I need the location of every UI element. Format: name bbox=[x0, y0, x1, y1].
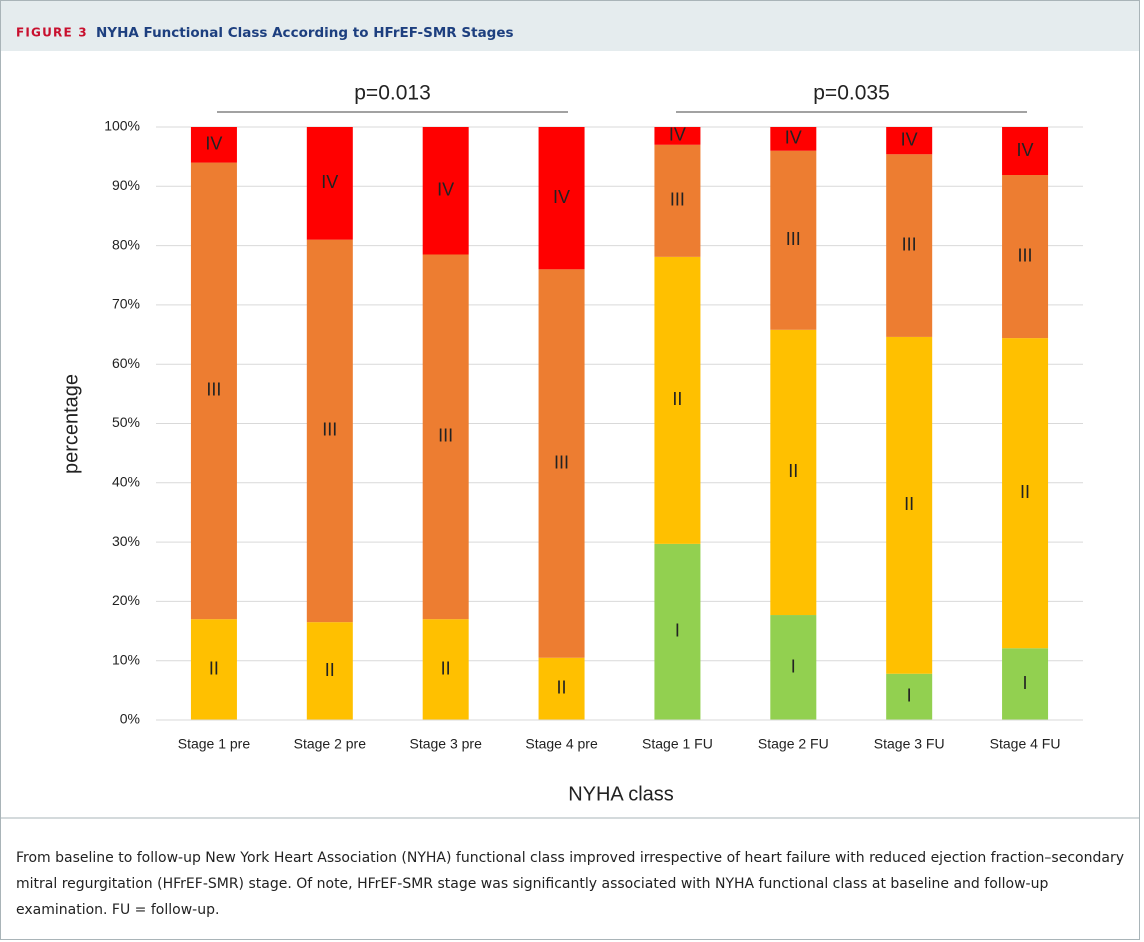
segment-label: III bbox=[554, 452, 569, 472]
header-band bbox=[1, 1, 1139, 51]
y-tick-label: 30% bbox=[112, 533, 140, 549]
bar-segment bbox=[654, 144, 701, 257]
bar-segment bbox=[770, 615, 817, 720]
segment-label: III bbox=[670, 190, 685, 210]
chart: FIGURE 3 NYHA Functional Class According… bbox=[1, 1, 1140, 819]
segment-label: I bbox=[1023, 673, 1028, 693]
caption: From baseline to follow-up New York Hear… bbox=[16, 850, 1124, 918]
segment-label: IV bbox=[553, 187, 570, 207]
bar-segment bbox=[886, 127, 933, 155]
segment-label: II bbox=[904, 494, 914, 514]
bar-segment bbox=[422, 127, 469, 255]
bar-segment bbox=[770, 150, 817, 330]
y-tick-label: 70% bbox=[112, 296, 140, 312]
bar-segment bbox=[190, 162, 237, 620]
segment-label: II bbox=[325, 660, 335, 680]
bar-segment bbox=[654, 127, 701, 145]
segment-label: III bbox=[902, 234, 917, 254]
bar-segment bbox=[654, 543, 701, 720]
figure-label: FIGURE 3 bbox=[16, 26, 88, 40]
x-tick-label: Stage 3 FU bbox=[874, 736, 945, 752]
bar-segment bbox=[886, 673, 933, 720]
bar-segment bbox=[770, 329, 817, 616]
segment-label: IV bbox=[901, 129, 918, 149]
segment-label: I bbox=[675, 621, 680, 641]
segment-label: IV bbox=[669, 125, 686, 145]
bar-segment bbox=[1002, 338, 1049, 649]
p-value: p=0.013 bbox=[354, 82, 431, 105]
segment-label: IV bbox=[437, 179, 454, 199]
bar-segment bbox=[770, 127, 817, 151]
x-axis-label: NYHA class bbox=[568, 783, 674, 805]
bar-segment bbox=[886, 154, 933, 337]
segment-label: IV bbox=[785, 128, 802, 148]
y-tick-label: 60% bbox=[112, 355, 140, 371]
bar-segment bbox=[1002, 175, 1049, 339]
x-tick-label: Stage 4 FU bbox=[990, 736, 1061, 752]
segment-label: III bbox=[1018, 245, 1033, 265]
y-tick-label: 40% bbox=[112, 474, 140, 490]
p-value: p=0.035 bbox=[813, 82, 890, 105]
segment-label: IV bbox=[205, 134, 222, 154]
segment-label: IV bbox=[1017, 140, 1034, 160]
x-tick-label: Stage 1 pre bbox=[178, 736, 251, 752]
segment-label: II bbox=[788, 461, 798, 481]
x-tick-label: Stage 2 pre bbox=[294, 736, 367, 752]
y-tick-label: 0% bbox=[120, 711, 140, 727]
bar-segment bbox=[538, 127, 585, 270]
segment-label: IV bbox=[321, 172, 338, 192]
segment-label: III bbox=[438, 426, 453, 446]
bar-segment bbox=[538, 269, 585, 658]
segment-label: III bbox=[206, 380, 221, 400]
segment-label: II bbox=[672, 389, 682, 409]
y-axis-label: percentage bbox=[60, 374, 82, 474]
segment-label: II bbox=[557, 678, 567, 698]
y-tick-label: 10% bbox=[112, 651, 140, 667]
bar-segment bbox=[1002, 127, 1049, 176]
figure-title: NYHA Functional Class According to HFrEF… bbox=[96, 25, 514, 41]
bar-segment bbox=[306, 622, 353, 720]
x-tick-label: Stage 1 FU bbox=[642, 736, 713, 752]
segment-label: II bbox=[209, 658, 219, 678]
bar-segment bbox=[654, 256, 701, 544]
y-tick-label: 20% bbox=[112, 592, 140, 608]
bar-segment bbox=[306, 127, 353, 240]
y-tick-label: 50% bbox=[112, 414, 140, 430]
bar-segment bbox=[422, 619, 469, 720]
y-tick-label: 80% bbox=[112, 236, 140, 252]
bar-segment bbox=[886, 336, 933, 674]
y-tick-label: 100% bbox=[104, 118, 140, 134]
segment-label: III bbox=[786, 229, 801, 249]
segment-label: II bbox=[1020, 482, 1030, 502]
bar-segment bbox=[190, 619, 237, 720]
segment-label: III bbox=[322, 420, 337, 440]
bar-segment bbox=[538, 657, 585, 720]
y-tick-label: 90% bbox=[112, 177, 140, 193]
x-tick-label: Stage 2 FU bbox=[758, 736, 829, 752]
bar-segment bbox=[422, 254, 469, 620]
segment-label: I bbox=[907, 686, 912, 706]
x-tick-label: Stage 4 pre bbox=[525, 736, 598, 752]
segment-label: II bbox=[441, 658, 451, 678]
bar-segment bbox=[190, 127, 237, 163]
segment-label: I bbox=[791, 656, 796, 676]
x-tick-label: Stage 3 pre bbox=[409, 736, 482, 752]
bar-segment bbox=[1002, 648, 1049, 720]
bar-segment bbox=[306, 239, 353, 623]
